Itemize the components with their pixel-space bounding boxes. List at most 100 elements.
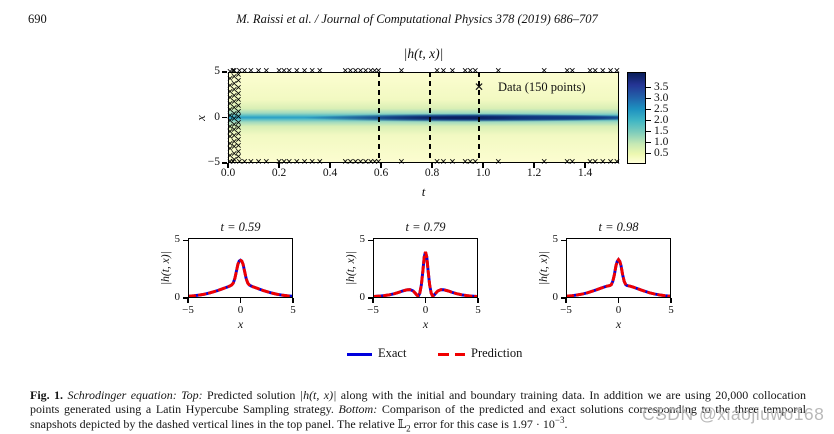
watermark: CSDN @xiaojiuwo168 [642,404,825,424]
data-marker-icon: ✕ [613,157,621,168]
data-marker-icon: ✕ [234,107,242,118]
sub-x-tick-mark [292,298,294,303]
data-marker-icon: ✕ [466,66,474,77]
data-marker-icon: ✕ [471,157,479,168]
top-x-tick-label: 1.2 [526,167,542,179]
data-marker-icon: ✕ [226,144,234,155]
prediction-curve [567,257,670,297]
data-marker-icon: ✕ [367,157,375,168]
sub-x-tick-mark [424,298,427,303]
data-marker-icon: ✕ [226,122,234,133]
sub-y-tick-label: 5 [174,233,181,246]
data-marker-icon: ✕ [230,149,238,160]
data-marker-icon: ✕ [341,66,349,77]
caption-segment: Comparison of the predicted and exact so… [30,402,806,431]
caption-segment: Bottom: [338,402,382,417]
data-marker-icon: ✕ [226,157,234,168]
data-marker-icon: ✕ [241,66,249,77]
subplot-1-xlabel: x [237,317,244,331]
data-marker-icon: ✕ [226,133,234,144]
sub-x-tick-mark [187,298,189,303]
data-marker-icon: ✕ [230,85,238,96]
sub-x-tick-label: 5 [290,304,296,316]
data-marker-icon: ✕ [293,66,301,77]
data-marker-icon: ✕ [226,93,234,104]
curve-canvas [189,258,292,297]
sub-y-tick-mark [183,239,188,241]
sub-y-tick-mark [183,297,188,299]
subplot-1-title: t = 0.59 [220,220,261,234]
data-marker-icon: ✕ [255,66,263,77]
data-marker-icon: ✕ [461,66,469,77]
data-marker-icon: ✕ [234,70,242,81]
sub-x-tick-mark [239,298,242,303]
data-marker-icon: ✕ [234,112,242,123]
data-marker-icon: ✕ [471,66,479,77]
colorbar [627,72,646,164]
data-marker-icon: ✕ [568,157,576,168]
sub-y-tick-label: 5 [359,233,366,246]
data-marker-icon: ✕ [280,157,288,168]
data-marker-icon: ✕ [247,157,255,168]
data-marker-icon: ✕ [226,87,234,98]
caption-segment: 𝕃 [397,416,407,431]
data-marker-icon: ✕ [367,66,375,77]
subplot-2-plot [373,238,478,298]
data-marker-icon: ✕ [226,111,234,122]
data-marker-icon: ✕ [433,66,441,77]
data-marker-icon: ✕ [494,66,502,77]
data-marker-icon: ✕ [439,157,448,168]
data-marker-icon: ✕ [234,129,242,140]
colorbar-tick-mark [646,141,651,144]
legend-exact-label: Exact [378,346,407,360]
data-marker-icon: ✕ [357,66,365,77]
data-marker-icon: ✕ [226,81,234,92]
curve-canvas [374,251,477,297]
data-marker-icon: ✕ [371,66,379,77]
data-marker-icon: ✕ [226,74,234,85]
colorbar-tick-mark [646,86,651,89]
data-marker-icon: ✕ [234,141,242,152]
data-marker-icon: ✕ [351,157,360,168]
top-x-tick-label: 1.4 [577,167,593,179]
data-marker-icon: ✕ [230,143,238,154]
data-marker-icon: ✕ [613,66,621,77]
curve-canvas [567,257,670,297]
sub-x-tick-label: −5 [182,304,194,316]
caption-segment: Schrodinger equation: Top: [67,388,208,402]
data-marker-icon: ✕ [230,97,238,108]
colorbar-tick-mark [646,119,651,122]
caption-segment: . [564,416,568,431]
data-marker-icon: ✕ [346,66,354,77]
data-marker-icon: ✕ [346,157,354,168]
colorbar-tick-label: 2.5 [654,102,669,115]
caption-segment: Predicted solution [207,388,300,402]
data-marker-icon: ✕ [341,157,349,168]
data-marker-icon: ✕ [234,147,242,158]
data-marker-icon: ✕ [448,157,456,168]
top-x-tick-mark [329,163,331,168]
prediction-curve [189,258,292,297]
data-marker-icon: ✕ [540,157,548,168]
colorbar-tick-label: 2.0 [654,113,669,126]
caption-segment: along with the initial and boundary trai… [30,388,806,417]
data-marker-icon: ✕ [230,131,238,142]
data-marker-icon: ✕ [606,66,615,77]
colorbar-tick-label: 0.5 [654,146,669,159]
data-marker-icon: ✕ [230,72,238,83]
data-marker-icon: ✕ [262,66,270,77]
caption-segment: error for this case is 1.97 · 10 [410,416,555,431]
data-marker-icon: ✕ [229,66,237,77]
sub-x-tick-label: 0 [237,304,244,316]
sub-y-tick-mark [561,297,566,299]
top-x-tick-mark [380,163,382,168]
sub-y-tick-mark [561,239,566,241]
top-x-tick-label: 0.0 [220,167,236,179]
heatmap-plot [228,72,619,163]
caption-segment: Fig. 1. [30,388,68,402]
data-marker-icon: ✕ [230,79,238,90]
data-marker-icon: ✕ [397,66,405,77]
exact-line-swatch [347,353,372,357]
data-marker-icon: ✕ [229,157,237,168]
colorbar-tick-label: 3.0 [654,91,669,104]
